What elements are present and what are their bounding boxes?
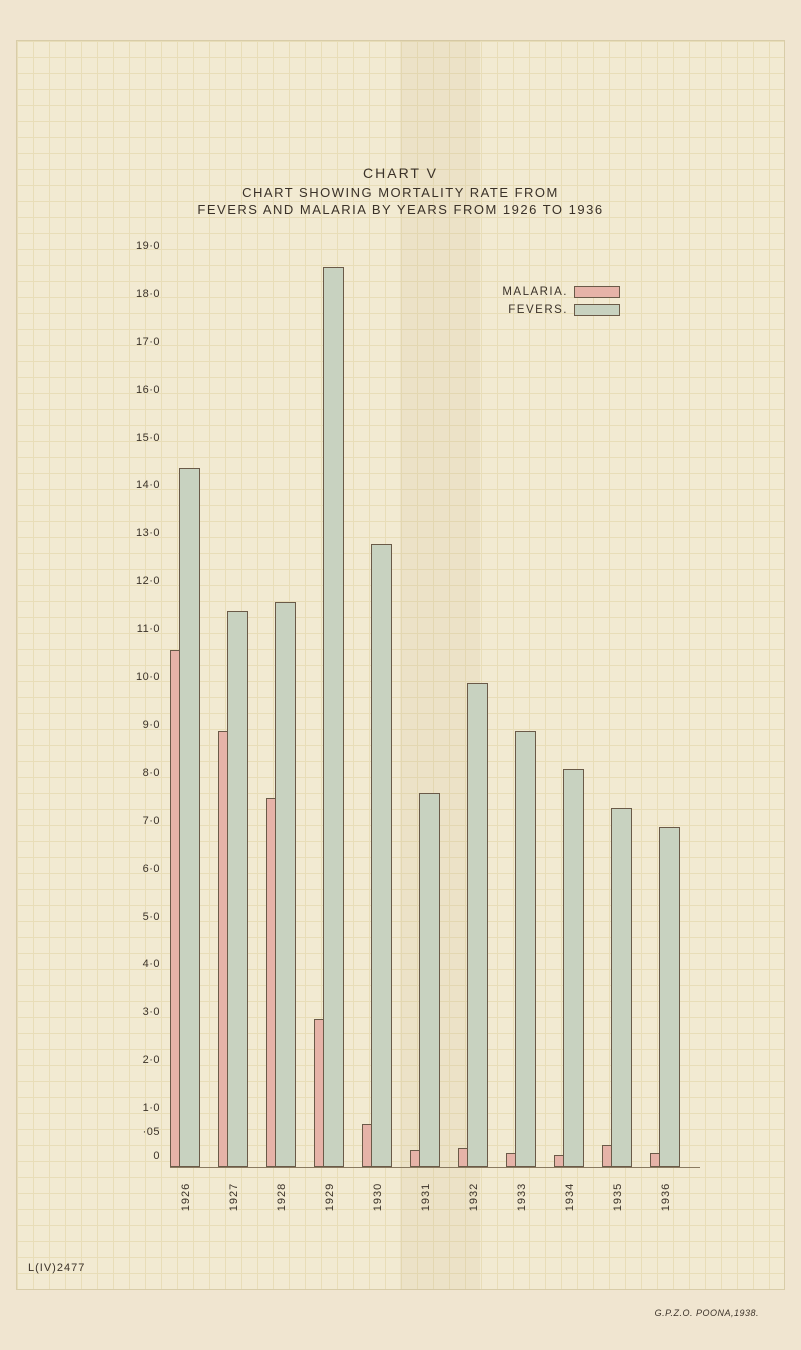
ytick: 14·0 (136, 479, 160, 491)
ytick: 12·0 (136, 575, 160, 587)
ytick: 10·0 (136, 671, 160, 683)
ytick: 17·0 (136, 336, 160, 348)
ytick: 7·0 (143, 815, 160, 827)
ytick: 1·0 (143, 1102, 160, 1114)
footer-left: L(IV)2477 (28, 1262, 85, 1274)
ytick: 8·0 (143, 767, 160, 779)
ytick: ·05 (143, 1126, 160, 1138)
ytick: 15·0 (136, 432, 160, 444)
chart-title-block: CHART V CHART SHOWING MORTALITY RATE FRO… (0, 165, 801, 219)
bar-fevers (179, 468, 200, 1167)
xtick: 1935 (612, 1183, 624, 1211)
ytick: 3·0 (143, 1006, 160, 1018)
xtick: 1927 (228, 1183, 240, 1211)
bar-fevers (323, 267, 344, 1167)
title-line-2: CHART SHOWING MORTALITY RATE FROM (0, 185, 801, 200)
xtick: 1933 (516, 1183, 528, 1211)
title-line-3: FEVERS AND MALARIA BY YEARS FROM 1926 TO… (0, 202, 801, 217)
ytick: 19·0 (136, 240, 160, 252)
ytick: 2·0 (143, 1054, 160, 1066)
footer-right: G.P.Z.O. POONA,1938. (655, 1308, 759, 1318)
bar-fevers (467, 683, 488, 1167)
xtick: 1928 (276, 1183, 288, 1211)
bar-fevers (419, 793, 440, 1167)
ytick: 4·0 (143, 958, 160, 970)
xtick: 1936 (660, 1183, 672, 1211)
ytick: 5·0 (143, 911, 160, 923)
bar-fevers (659, 827, 680, 1167)
xtick: 1926 (180, 1183, 192, 1211)
xtick: 1929 (324, 1183, 336, 1211)
bar-fevers (611, 808, 632, 1167)
bar-fevers (371, 544, 392, 1167)
ytick: 9·0 (143, 719, 160, 731)
title-line-1: CHART V (0, 165, 801, 181)
xtick: 1931 (420, 1183, 432, 1211)
bars-area: 1926192719281929193019311932193319341935… (170, 258, 700, 1168)
ytick: 0 (153, 1150, 160, 1162)
ytick: 16·0 (136, 384, 160, 396)
ytick: 13·0 (136, 527, 160, 539)
ytick: 11·0 (137, 623, 160, 635)
ytick: 6·0 (143, 863, 160, 875)
xtick: 1930 (372, 1183, 384, 1211)
xtick: 1934 (564, 1183, 576, 1211)
bar-fevers (563, 769, 584, 1167)
bar-fevers (515, 731, 536, 1167)
bar-fevers (227, 611, 248, 1167)
plot-area: 1926192719281929193019311932193319341935… (170, 258, 700, 1168)
bar-fevers (275, 602, 296, 1167)
xtick: 1932 (468, 1183, 480, 1211)
ytick: 18·0 (136, 288, 160, 300)
